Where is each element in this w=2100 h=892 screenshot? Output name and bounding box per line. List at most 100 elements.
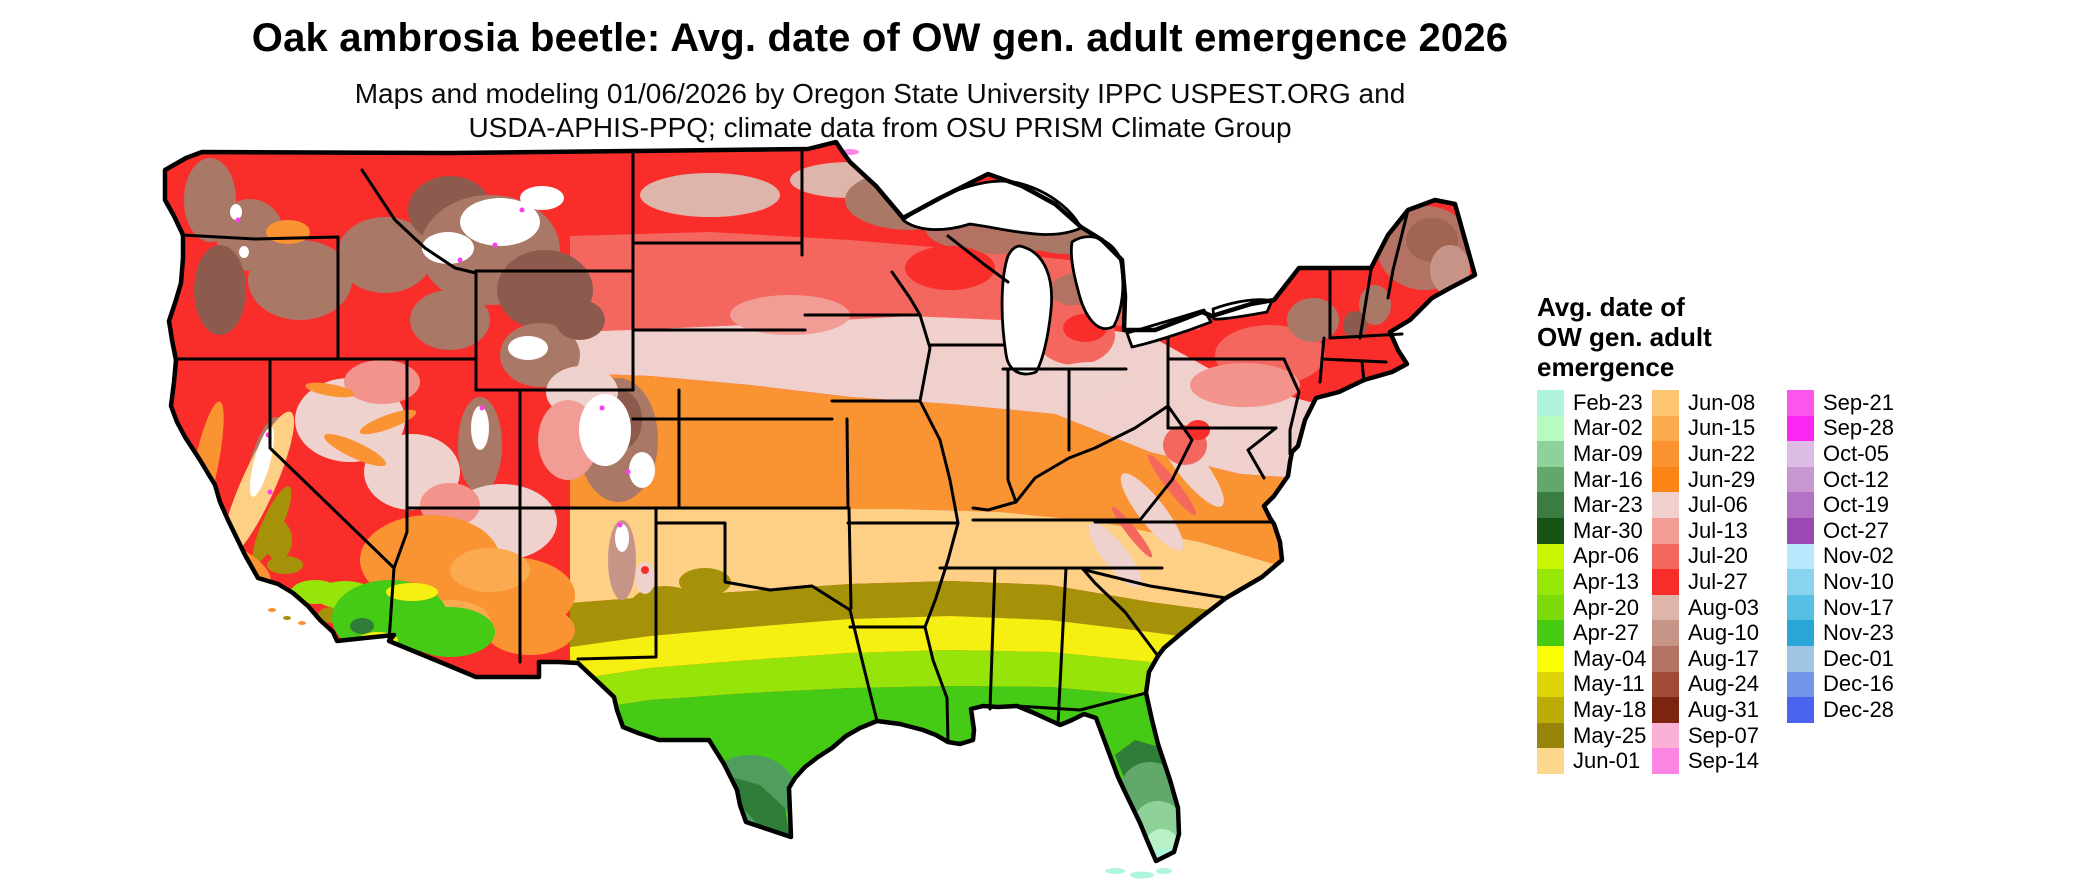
legend-swatch-sep-28 <box>1787 415 1814 442</box>
legend-item: Apr-06 <box>1537 543 1652 570</box>
legend-item: Sep-07 <box>1652 723 1787 749</box>
subtitle-line-1: Maps and modeling 01/06/2026 by Oregon S… <box>354 78 1406 109</box>
legend-title: Avg. date of OW gen. adult emergence <box>1537 292 2097 382</box>
legend-label: Mar-09 <box>1573 440 1643 466</box>
legend-item: Mar-16 <box>1537 467 1652 493</box>
legend-item: Oct-12 <box>1787 467 1927 493</box>
legend-swatch-sep-21 <box>1787 390 1814 416</box>
offshore-islands <box>268 149 1172 879</box>
legend-label: Dec-28 <box>1823 696 1894 722</box>
legend-label: Dec-01 <box>1823 645 1894 671</box>
legend-item: Feb-23 <box>1537 390 1652 416</box>
legend-title-line-2: OW gen. adult <box>1537 322 1712 352</box>
legend-label: Sep-21 <box>1823 389 1894 415</box>
legend-label: Jun-01 <box>1573 748 1641 774</box>
legend-item: Aug-31 <box>1652 697 1787 723</box>
map-fill-layer <box>165 142 1475 861</box>
map-legend: Avg. date of OW gen. adult emergence Feb… <box>1537 292 2097 774</box>
legend-item: Sep-28 <box>1787 415 1927 442</box>
legend-label: Oct-05 <box>1823 440 1890 466</box>
legend-swatch-feb-23 <box>1537 390 1564 416</box>
legend-label: Mar-02 <box>1573 415 1643 441</box>
legend-label: Apr-13 <box>1573 568 1640 594</box>
state-boundaries <box>174 150 1410 744</box>
legend-swatch-may-11 <box>1537 671 1564 698</box>
legend-label: May-11 <box>1573 671 1645 697</box>
legend-label: Oct-12 <box>1823 466 1890 492</box>
legend-swatch-aug-03 <box>1652 594 1679 621</box>
legend-swatch-aug-17 <box>1652 645 1679 672</box>
legend-label: Jul-06 <box>1688 492 1748 518</box>
legend-item: Apr-13 <box>1537 569 1652 595</box>
legend-swatch-jul-13 <box>1652 517 1679 544</box>
legend-item: Jul-13 <box>1652 518 1787 544</box>
legend-label: Apr-06 <box>1573 543 1640 569</box>
legend-label: Sep-07 <box>1688 722 1759 748</box>
legend-swatch-mar-02 <box>1537 415 1564 442</box>
us-map-graphic <box>162 140 1478 879</box>
legend-label: Oct-19 <box>1823 492 1890 518</box>
legend-swatch-may-18 <box>1537 697 1564 723</box>
legend-item: Dec-28 <box>1787 697 1927 723</box>
legend-item: Jun-29 <box>1652 467 1787 493</box>
legend-item: Jul-20 <box>1652 543 1787 570</box>
legend-item: May-25 <box>1537 723 1652 749</box>
legend-swatch-aug-31 <box>1652 697 1679 723</box>
legend-swatch-jul-27 <box>1652 569 1679 595</box>
legend-swatch-may-04 <box>1537 645 1564 672</box>
legend-item: Oct-05 <box>1787 441 1927 467</box>
page-subtitle: Maps and modeling 01/06/2026 by Oregon S… <box>0 77 1760 145</box>
legend-label: Nov-17 <box>1823 594 1894 620</box>
us-outline <box>162 140 1478 864</box>
legend-item: May-18 <box>1537 697 1652 723</box>
legend-column-1: Feb-23 Mar-02 Mar-09 Mar-16 Mar-23 Mar-30 Apr-… <box>1537 390 1652 774</box>
legend-swatch-oct-27 <box>1787 517 1814 544</box>
legend-item: Apr-27 <box>1537 620 1652 646</box>
legend-label: Nov-10 <box>1823 568 1894 594</box>
legend-item: May-11 <box>1537 671 1652 698</box>
legend-label: Feb-23 <box>1573 389 1643 415</box>
legend-item: Jun-22 <box>1652 441 1787 467</box>
legend-item: Mar-09 <box>1537 441 1652 467</box>
legend-item: Nov-17 <box>1787 595 1927 621</box>
lake-michigan <box>1000 244 1053 376</box>
legend-item: Oct-19 <box>1787 492 1927 518</box>
legend-label: Aug-10 <box>1688 620 1759 646</box>
legend-label: Jun-22 <box>1688 440 1756 466</box>
legend-swatch-sep-07 <box>1652 722 1679 749</box>
legend-item: Oct-27 <box>1787 518 1927 544</box>
legend-swatch-may-25 <box>1537 722 1564 749</box>
legend-swatch-nov-10 <box>1787 569 1814 595</box>
legend-item: Mar-02 <box>1537 415 1652 442</box>
legend-swatch-jun-15 <box>1652 415 1679 442</box>
legend-label: Oct-27 <box>1823 517 1890 543</box>
legend-item: Dec-16 <box>1787 671 1927 698</box>
legend-item: Sep-14 <box>1652 748 1787 774</box>
legend-swatch-jun-29 <box>1652 466 1679 493</box>
legend-swatch-jun-08 <box>1652 390 1679 416</box>
lake-superior <box>901 179 1083 236</box>
legend-label: Sep-28 <box>1823 415 1894 441</box>
legend-item: Apr-20 <box>1537 595 1652 621</box>
legend-label: Dec-16 <box>1823 671 1894 697</box>
legend-swatch-mar-09 <box>1537 441 1564 467</box>
legend-swatch-jun-22 <box>1652 441 1679 467</box>
legend-item: Jun-01 <box>1537 748 1652 774</box>
legend-label: Mar-16 <box>1573 466 1643 492</box>
legend-label: May-18 <box>1573 696 1647 722</box>
legend-column-2: Jun-08 Jun-15 Jun-22 Jun-29 Jul-06 Jul-13 Jul-… <box>1652 390 1787 774</box>
legend-swatch-sep-14 <box>1652 748 1679 774</box>
legend-label: Aug-17 <box>1688 645 1759 671</box>
legend-item: Aug-03 <box>1652 595 1787 621</box>
legend-swatch-apr-20 <box>1537 594 1564 621</box>
legend-label: Nov-23 <box>1823 620 1894 646</box>
legend-item: Aug-10 <box>1652 620 1787 646</box>
legend-title-line-3: emergence <box>1537 352 1675 382</box>
legend-item: Jun-08 <box>1652 390 1787 416</box>
legend-swatch-jun-01 <box>1537 748 1564 774</box>
legend-swatch-dec-01 <box>1787 645 1814 672</box>
legend-swatch-mar-30 <box>1537 517 1564 544</box>
legend-item: Aug-24 <box>1652 671 1787 698</box>
legend-label: Jun-29 <box>1688 466 1756 492</box>
